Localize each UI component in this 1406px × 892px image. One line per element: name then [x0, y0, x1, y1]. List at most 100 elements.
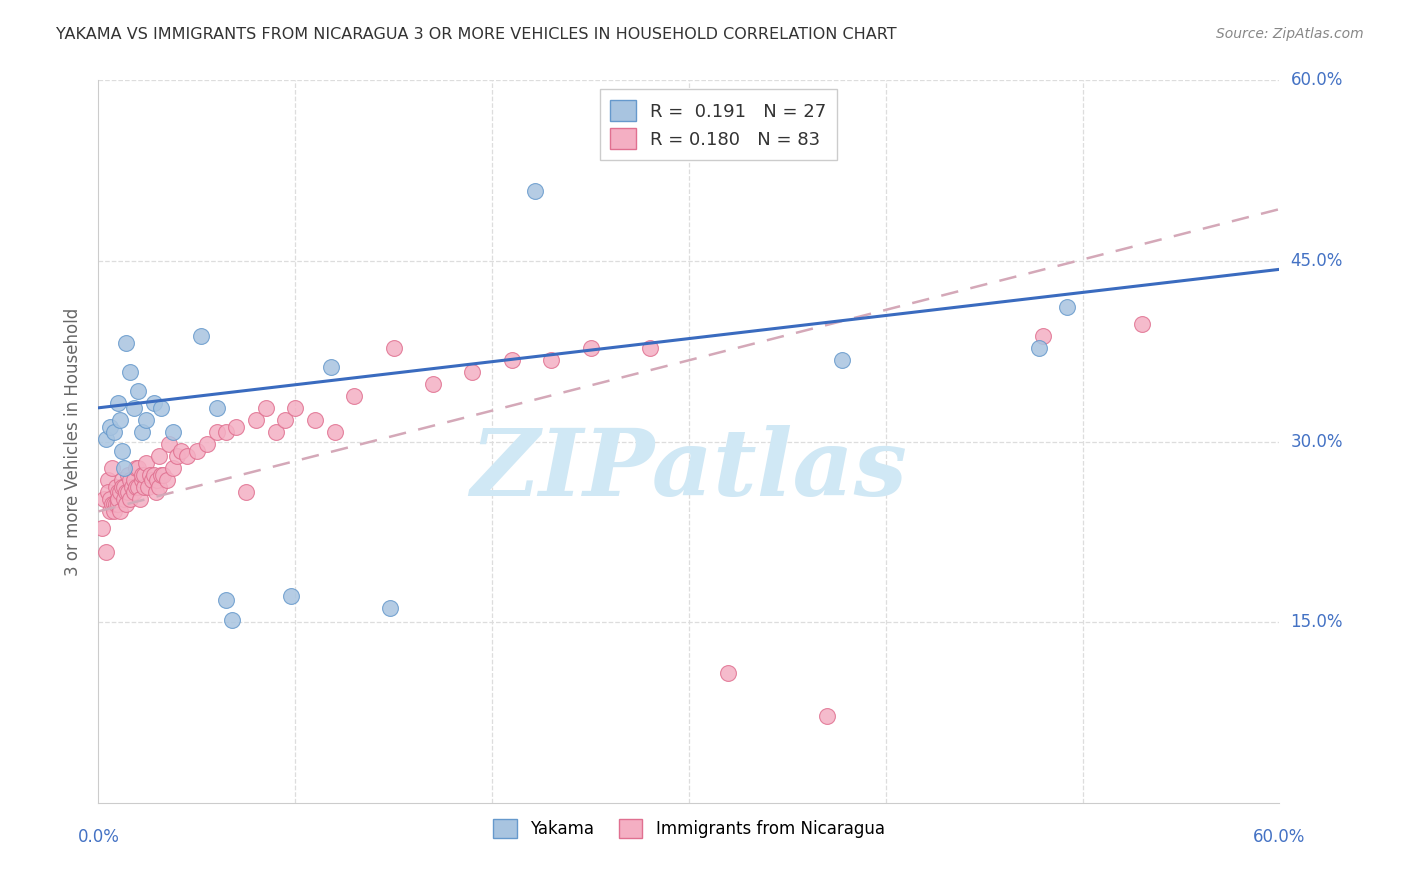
Point	[101, 497, 124, 511]
Point	[138, 468, 160, 483]
Point	[225, 420, 247, 434]
Point	[107, 396, 129, 410]
Point	[1056, 300, 1078, 314]
Point	[127, 480, 149, 494]
Point	[343, 389, 366, 403]
Point	[121, 480, 143, 494]
Point	[195, 437, 218, 451]
Point	[98, 420, 121, 434]
Text: 30.0%: 30.0%	[1291, 433, 1343, 450]
Point	[117, 485, 139, 500]
Y-axis label: 3 or more Vehicles in Household: 3 or more Vehicles in Household	[65, 308, 83, 575]
Point	[103, 425, 125, 439]
Point	[162, 461, 184, 475]
Point	[103, 504, 125, 518]
Point	[1032, 328, 1054, 343]
Point	[1130, 317, 1153, 331]
Point	[461, 365, 484, 379]
Point	[221, 613, 243, 627]
Text: 45.0%: 45.0%	[1291, 252, 1343, 270]
Point	[148, 480, 170, 494]
Point	[205, 425, 228, 439]
Point	[135, 413, 157, 427]
Point	[108, 485, 131, 500]
Point	[284, 401, 307, 415]
Point	[98, 492, 121, 507]
Point	[501, 352, 523, 367]
Point	[111, 473, 134, 487]
Point	[215, 593, 238, 607]
Point	[103, 497, 125, 511]
Point	[97, 473, 120, 487]
Point	[97, 485, 120, 500]
Point	[107, 492, 129, 507]
Point	[105, 497, 128, 511]
Point	[108, 504, 131, 518]
Point	[107, 497, 129, 511]
Point	[122, 401, 145, 415]
Point	[579, 341, 602, 355]
Point	[148, 449, 170, 463]
Point	[127, 384, 149, 398]
Point	[132, 468, 155, 483]
Point	[170, 444, 193, 458]
Point	[111, 480, 134, 494]
Point	[145, 485, 167, 500]
Text: 0.0%: 0.0%	[77, 828, 120, 846]
Point	[131, 468, 153, 483]
Point	[142, 396, 165, 410]
Point	[280, 589, 302, 603]
Point	[115, 485, 138, 500]
Point	[638, 341, 661, 355]
Point	[319, 359, 342, 374]
Point	[115, 335, 138, 350]
Point	[146, 473, 169, 487]
Point	[524, 184, 547, 198]
Point	[254, 401, 277, 415]
Point	[107, 485, 129, 500]
Text: 60.0%: 60.0%	[1291, 71, 1343, 89]
Point	[112, 461, 135, 475]
Point	[166, 449, 188, 463]
Point	[235, 485, 257, 500]
Point	[115, 497, 138, 511]
Point	[205, 401, 228, 415]
Point	[304, 413, 326, 427]
Point	[96, 545, 118, 559]
Point	[136, 480, 159, 494]
Point	[323, 425, 346, 439]
Point	[112, 492, 135, 507]
Point	[118, 492, 141, 507]
Point	[118, 473, 141, 487]
Point	[112, 480, 135, 494]
Point	[122, 473, 145, 487]
Point	[186, 444, 208, 458]
Legend: Yakama, Immigrants from Nicaragua: Yakama, Immigrants from Nicaragua	[486, 813, 891, 845]
Point	[378, 600, 401, 615]
Point	[131, 473, 153, 487]
Point	[150, 468, 173, 483]
Point	[105, 480, 128, 494]
Point	[150, 401, 173, 415]
Point	[127, 461, 149, 475]
Point	[128, 492, 150, 507]
Point	[125, 461, 148, 475]
Point	[93, 492, 115, 507]
Point	[131, 425, 153, 439]
Text: ZIPatlas: ZIPatlas	[471, 425, 907, 516]
Point	[152, 468, 174, 483]
Point	[96, 432, 118, 446]
Point	[156, 473, 179, 487]
Point	[831, 352, 853, 367]
Point	[162, 425, 184, 439]
Point	[540, 352, 562, 367]
Point	[176, 449, 198, 463]
Text: YAKAMA VS IMMIGRANTS FROM NICARAGUA 3 OR MORE VEHICLES IN HOUSEHOLD CORRELATION : YAKAMA VS IMMIGRANTS FROM NICARAGUA 3 OR…	[56, 27, 897, 42]
Text: 60.0%: 60.0%	[1253, 828, 1306, 846]
Point	[815, 709, 838, 723]
Point	[107, 492, 129, 507]
Point	[125, 480, 148, 494]
Point	[245, 413, 267, 427]
Point	[117, 468, 139, 483]
Point	[1028, 341, 1050, 355]
